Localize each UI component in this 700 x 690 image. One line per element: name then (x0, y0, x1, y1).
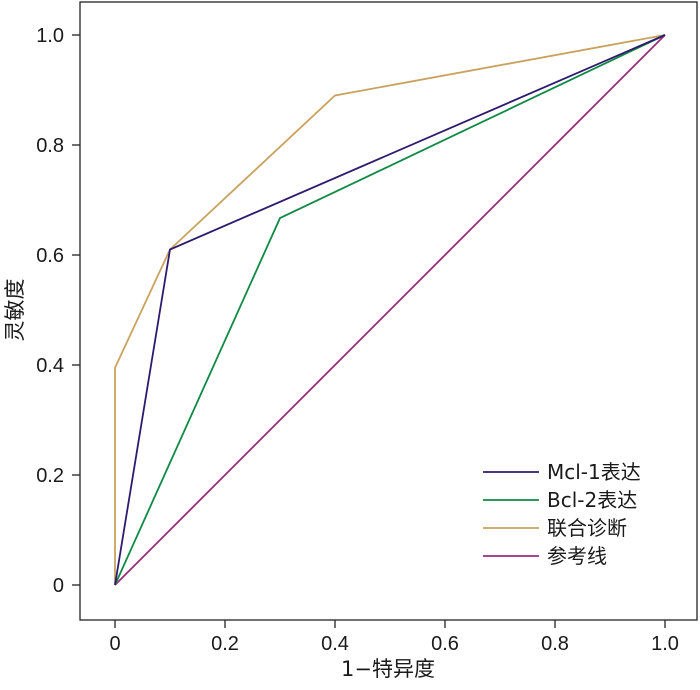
y-tick-label: 0.8 (36, 135, 64, 157)
x-axis: 0 0.2 0.4 0.6 0.8 1.0 (109, 620, 679, 655)
series-line-4 (114, 34, 666, 586)
legend-label: 联合诊断 (547, 516, 627, 540)
legend-label: 参考线 (547, 544, 607, 568)
x-tick-label: 0.4 (321, 633, 349, 655)
series-layer (114, 34, 666, 586)
y-axis-title: 灵敏度 (3, 279, 27, 342)
x-tick-label: 0.6 (431, 633, 459, 655)
legend-label: Mcl-1表达 (547, 460, 641, 484)
plot-frame (79, 1, 698, 621)
x-tick-label: 1.0 (651, 633, 679, 655)
x-axis-title: 1−特异度 (341, 657, 435, 681)
x-tick-label: 0.2 (211, 633, 239, 655)
y-tick-label: 0.6 (36, 245, 64, 267)
legend-label: Bcl-2表达 (547, 488, 637, 512)
y-tick-label: 0.4 (36, 355, 64, 377)
y-tick-label: 0.2 (36, 465, 64, 487)
series-line-1 (114, 34, 666, 586)
series-line-2 (114, 34, 666, 586)
x-tick-label: 0 (109, 633, 120, 655)
y-tick-label: 0 (53, 575, 64, 597)
y-tick-label: 1.0 (36, 25, 64, 47)
y-axis: 0 0.2 0.4 0.6 0.8 1.0 (36, 25, 80, 597)
x-tick-label: 0.8 (541, 633, 569, 655)
